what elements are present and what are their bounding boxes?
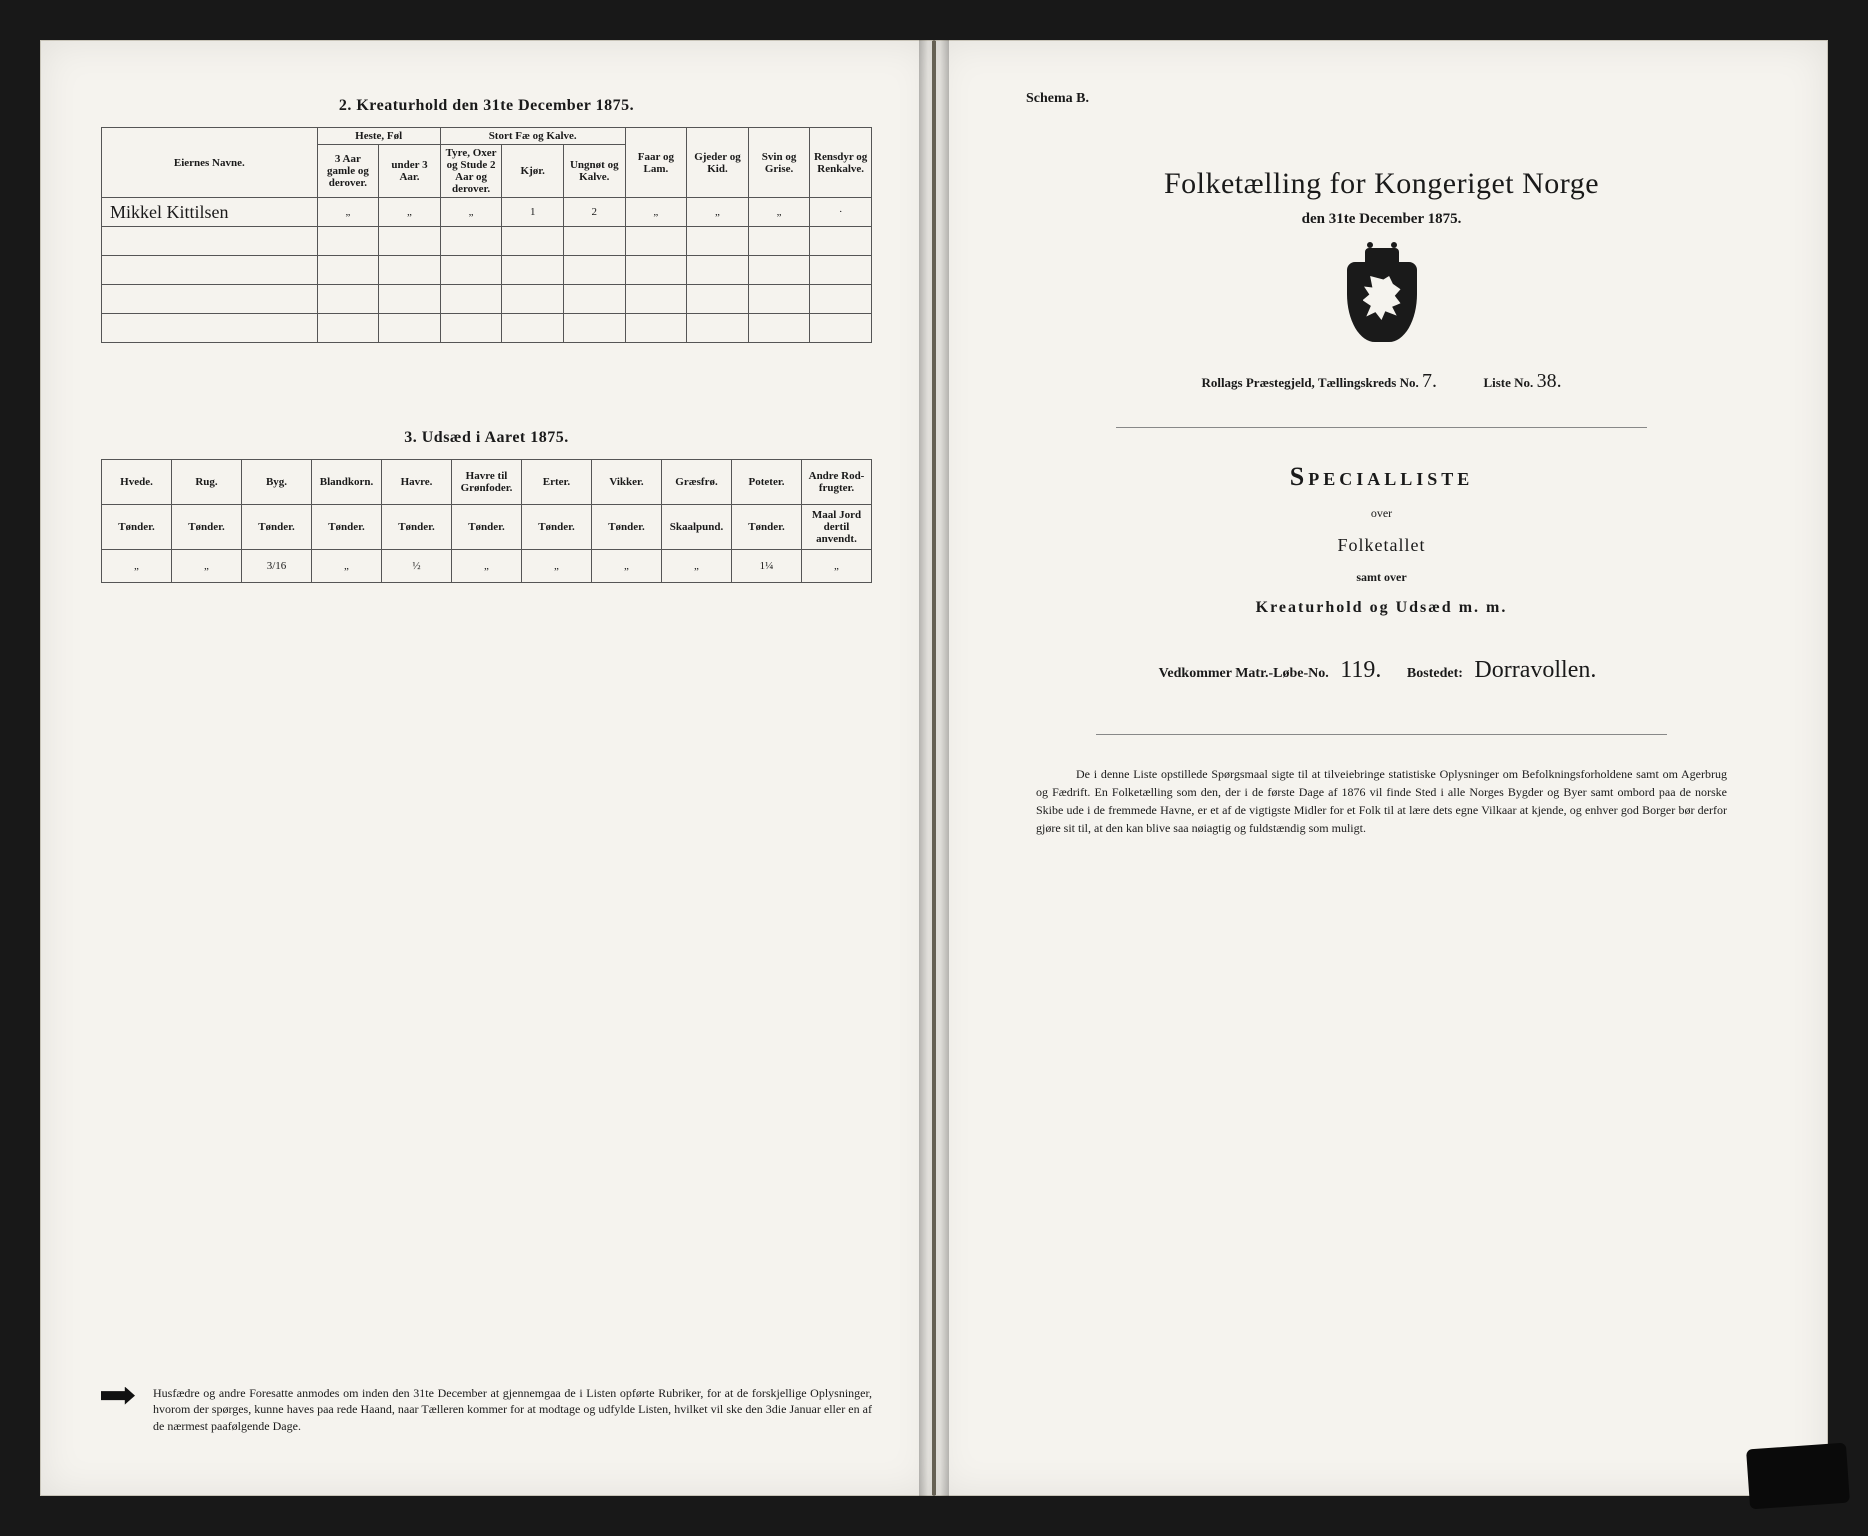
h-vikker: Vikker. [592,460,662,505]
col-h2: under 3 Aar. [379,145,441,198]
specialliste: Specialliste [996,462,1767,492]
parish-label: Rollags Præstegjeld, Tællingskreds No. [1201,375,1418,390]
h-pot: Poteter. [732,460,802,505]
samt-over: samt over [996,570,1767,585]
col-h1: 3 Aar gamle og derover. [317,145,379,198]
explanatory-paragraph: De i denne Liste opstillede Spørgsmaal s… [1036,765,1727,837]
h-havregr: Havre til Grønfoder. [452,460,522,505]
divider-2 [1096,734,1667,735]
table3-title: 3. Udsæd i Aaret 1875. [101,429,872,447]
folketallet: Folketallet [996,535,1767,556]
col-pigs: Svin og Grise. [748,128,810,198]
book-spread: 2. Kreaturhold den 31te December 1875. E… [40,40,1828,1496]
left-page: 2. Kreaturhold den 31te December 1875. E… [40,40,934,1496]
kreds-no: 7. [1422,370,1437,392]
h-andre: Andre Rod-frugter. [802,460,872,505]
col-cattle: Stort Fæ og Kalve. [440,128,625,145]
left-footnote: Husfædre og andre Foresatte anmodes om i… [101,1385,872,1435]
udsaed-table: Hvede. Rug. Byg. Blandkorn. Havre. Havre… [101,459,872,583]
h-havre: Havre. [382,460,452,505]
footnote-text: Husfædre og andre Foresatte anmodes om i… [153,1385,872,1435]
col-name: Eiernes Navne. [102,128,318,198]
matr-line: Vedkommer Matr.-Løbe-No. 119. Bostedet: … [996,657,1767,684]
liste-no: 38. [1537,370,1562,392]
table2-title: 2. Kreaturhold den 31te December 1875. [101,97,872,115]
coat-of-arms-icon [1347,256,1417,342]
col-c3: Ungnøt og Kalve. [563,145,625,198]
col-reindeer: Rensdyr og Renkalve. [810,128,872,198]
matr-no: 119. [1340,657,1381,683]
h-bland: Blandkorn. [312,460,382,505]
h-hvede: Hvede. [102,460,172,505]
parish-line: Rollags Præstegjeld, Tællingskreds No. 7… [996,370,1767,393]
over-label: over [996,506,1767,521]
col-c2: Kjør. [502,145,564,198]
h-erter: Erter. [522,460,592,505]
kreaturhold-line: Kreaturhold og Udsæd m. m. [996,599,1767,617]
bosted-value: Dorravollen. [1474,657,1596,683]
kreaturhold-table: Eiernes Navne. Heste, Føl Stort Fæ og Ka… [101,127,872,343]
h-rug: Rug. [172,460,242,505]
bosted-label: Bostedet: [1407,666,1463,681]
census-title: Folketælling for Kongeriget Norge [996,167,1767,201]
matr-label: Vedkommer Matr.-Løbe-No. [1159,666,1329,681]
col-sheep: Faar og Lam. [625,128,687,198]
right-page: Schema B. Folketælling for Kongeriget No… [934,40,1828,1496]
table3-row: „ „ 3/16 „ ½ „ „ „ „ 1¼ „ [102,550,872,583]
col-c1: Tyre, Oxer og Stude 2 Aar og derover. [440,145,502,198]
h-byg: Byg. [242,460,312,505]
owner-name: Mikkel Kittilsen [102,198,318,227]
schema-label: Schema B. [1026,91,1767,107]
scanner-clip [1746,1443,1850,1510]
divider [1116,427,1647,428]
h-graes: Græsfrø. [662,460,732,505]
liste-label: Liste No. [1483,375,1533,390]
col-horses: Heste, Føl [317,128,440,145]
col-goats: Gjeder og Kid. [687,128,749,198]
table2-row: Mikkel Kittilsen „ „ „ 1 2 „ „ „ · [102,198,872,227]
pointing-hand-icon [101,1387,135,1405]
census-date: den 31te December 1875. [996,211,1767,228]
